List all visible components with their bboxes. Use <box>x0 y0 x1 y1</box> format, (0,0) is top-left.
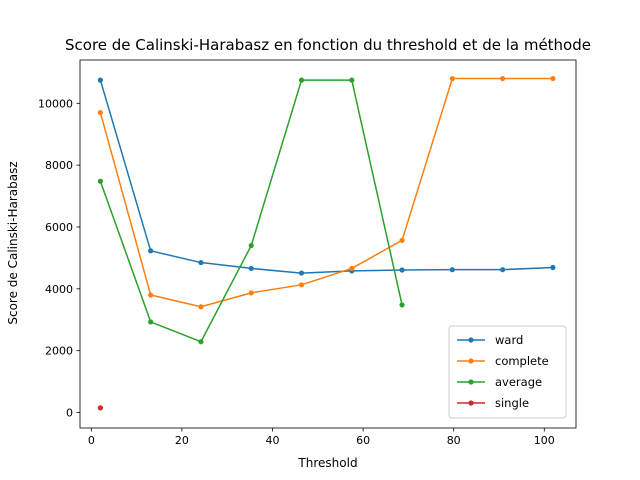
y-axis-label: Score de Calinski-Harabasz <box>6 161 20 324</box>
data-point-ward-6 <box>399 267 405 273</box>
legend-label: average <box>495 375 542 389</box>
legend-box <box>448 325 567 419</box>
series-ward <box>97 77 556 276</box>
data-point-complete-6 <box>399 237 405 243</box>
data-point-average-3 <box>248 242 254 249</box>
legend-item-single: single <box>457 396 529 410</box>
data-point-ward-4 <box>298 270 305 276</box>
data-point-ward-9 <box>550 264 556 271</box>
y-tick-label: 0 <box>66 407 73 420</box>
legend-label: single <box>495 396 529 410</box>
series-lines <box>97 75 556 411</box>
data-point-average-5 <box>349 77 355 83</box>
data-point-complete-5 <box>349 265 355 272</box>
y-tick-label: 8000 <box>45 159 73 172</box>
legend-label: ward <box>495 333 523 347</box>
chart-title: Score de Calinski-Harabasz en fonction d… <box>65 36 591 54</box>
legend-swatch-marker <box>468 400 474 406</box>
data-point-average-0 <box>97 178 103 184</box>
legend-item-average: average <box>457 375 542 389</box>
data-point-complete-0 <box>97 109 103 116</box>
data-point-average-4 <box>298 77 305 83</box>
y-tick-label: 6000 <box>45 221 73 234</box>
x-axis-label: Threshold <box>297 456 357 470</box>
series-single <box>97 405 103 411</box>
legend-swatch-marker <box>468 379 474 385</box>
axes: 0 20 40 60 80 100 0 2000 4000 6000 8000 10000 <box>38 59 577 447</box>
data-point-complete-8 <box>500 75 506 82</box>
legend-label: complete <box>495 354 549 368</box>
data-point-complete-7 <box>449 75 455 82</box>
series-line-complete <box>99 77 553 308</box>
data-point-ward-2 <box>198 259 204 266</box>
y-tick-label: 4000 <box>45 283 73 296</box>
x-tick-label: 0 <box>88 434 95 447</box>
data-point-ward-0 <box>97 77 103 83</box>
legend-swatch-marker <box>468 337 474 343</box>
data-point-ward-7 <box>449 267 455 273</box>
data-point-ward-8 <box>500 267 506 273</box>
x-tick-label: 60 <box>356 434 370 447</box>
x-tick-label: 100 <box>534 434 555 447</box>
series-complete <box>97 75 556 310</box>
data-point-single-0 <box>97 405 103 411</box>
data-point-complete-2 <box>198 304 204 310</box>
data-point-average-1 <box>148 319 154 325</box>
x-tick-label: 40 <box>266 434 280 447</box>
legend-item-complete: complete <box>457 354 549 368</box>
y-tick-label: 2000 <box>45 345 73 358</box>
data-point-ward-3 <box>248 265 254 272</box>
data-point-ward-1 <box>148 248 154 254</box>
y-tick-label: 10000 <box>38 97 73 110</box>
x-tick-label: 20 <box>175 434 189 447</box>
legend-item-ward: ward <box>457 333 523 347</box>
axes-frame <box>79 59 577 429</box>
series-average <box>97 77 405 345</box>
legend-swatch-marker <box>468 358 474 364</box>
data-point-complete-3 <box>248 290 254 296</box>
legend: ward complete average single <box>448 325 567 419</box>
data-point-average-6 <box>399 302 405 308</box>
data-point-complete-9 <box>550 75 556 82</box>
data-point-complete-4 <box>298 282 305 288</box>
data-point-average-2 <box>198 339 204 345</box>
x-tick-label: 80 <box>447 434 461 447</box>
data-point-complete-1 <box>148 292 154 298</box>
series-line-ward <box>99 79 553 274</box>
